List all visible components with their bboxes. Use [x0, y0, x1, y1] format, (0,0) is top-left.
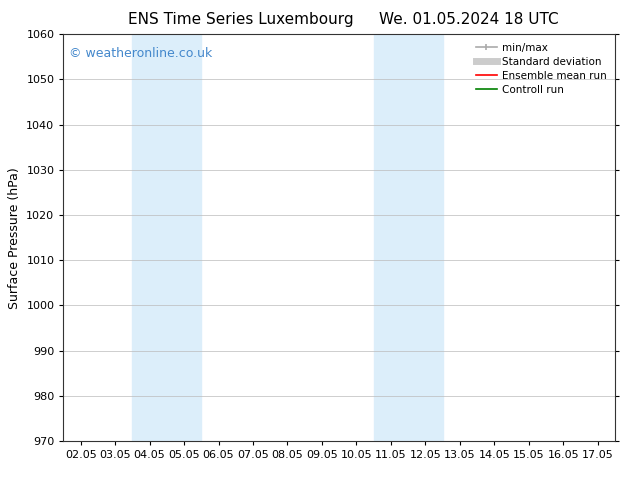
Text: We. 01.05.2024 18 UTC: We. 01.05.2024 18 UTC [379, 12, 559, 27]
Bar [373, 34, 443, 441]
Y-axis label: Surface Pressure (hPa): Surface Pressure (hPa) [8, 167, 21, 309]
Text: ENS Time Series Luxembourg: ENS Time Series Luxembourg [128, 12, 354, 27]
Text: © weatheronline.co.uk: © weatheronline.co.uk [69, 47, 212, 59]
Legend: min/max, Standard deviation, Ensemble mean run, Controll run: min/max, Standard deviation, Ensemble me… [473, 40, 610, 98]
Bar [133, 34, 202, 441]
